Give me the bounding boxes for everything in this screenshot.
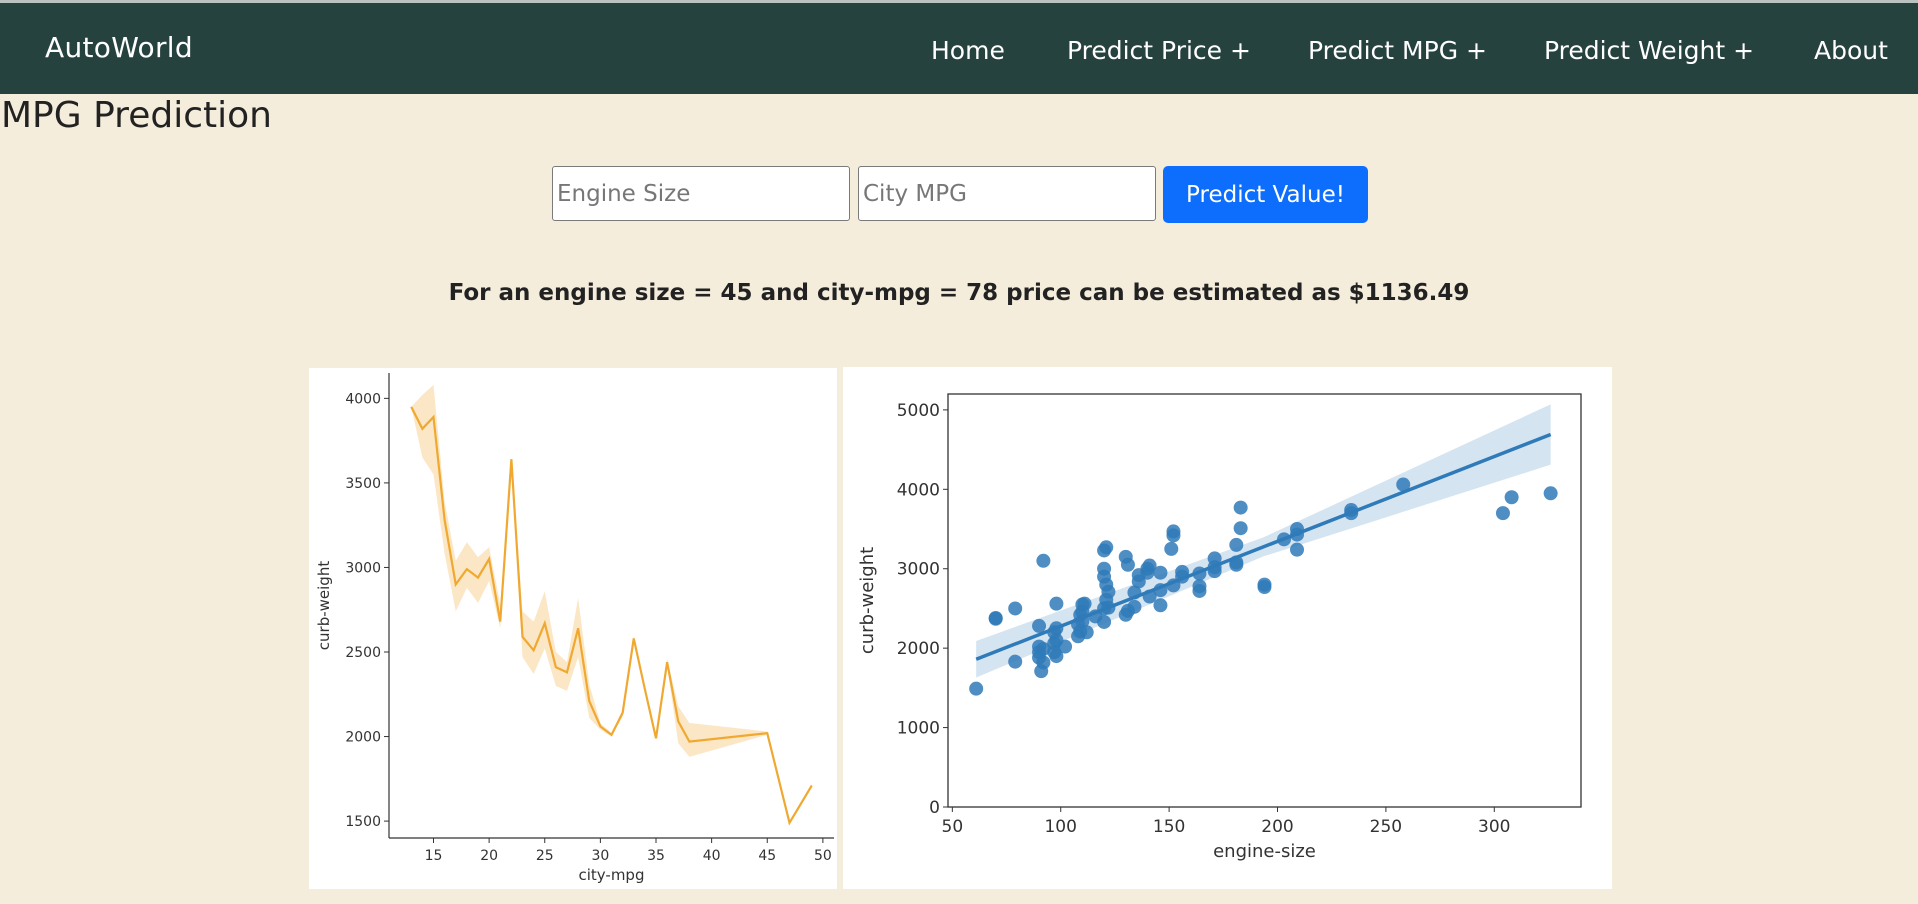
x-tick-label: 50: [942, 817, 964, 837]
y-tick-label: 2500: [345, 645, 381, 661]
scatter-point: [988, 610, 1003, 625]
navbar: AutoWorld Home Predict Price + Predict M…: [0, 0, 1918, 94]
y-axis-label: curb-weight: [857, 547, 878, 654]
y-tick-label: 3000: [897, 560, 940, 580]
scatter-point: [1153, 598, 1168, 613]
scatter-point: [1101, 584, 1116, 599]
scatter-point: [1079, 625, 1094, 640]
scatter-point: [1099, 540, 1114, 555]
x-tick-label: 250: [1370, 817, 1402, 837]
y-tick-label: 2000: [345, 729, 381, 745]
scatter-point: [1192, 579, 1207, 594]
scatter-point: [1543, 486, 1558, 501]
brand-logo[interactable]: AutoWorld: [45, 31, 193, 64]
scatter-point: [1495, 506, 1510, 521]
nav-predict-mpg[interactable]: Predict MPG +: [1308, 36, 1487, 65]
scatter-point: [1077, 596, 1092, 611]
x-tick-label: 20: [480, 848, 498, 864]
scatter-point: [969, 681, 984, 696]
plot-frame: [947, 393, 1582, 808]
nav-predict-weight[interactable]: Predict Weight +: [1544, 36, 1755, 65]
scatter-point: [1164, 541, 1179, 556]
scatter-point: [1049, 596, 1064, 611]
x-tick-label: 200: [1261, 817, 1293, 837]
scatter-point: [1229, 537, 1244, 552]
line-chart-svg: 15 20 25 30 35 40 45 50 1500 2000 2500 3000 3500 4000…: [315, 373, 834, 884]
regression-confidence-band: [976, 404, 1551, 678]
scatter-point: [1058, 639, 1073, 654]
scatter-point: [1008, 601, 1023, 616]
city-mpg-input[interactable]: [858, 166, 1156, 221]
y-tick-label: 3500: [345, 476, 381, 492]
x-tick-label: 300: [1478, 817, 1510, 837]
scatter-point: [1166, 524, 1181, 539]
scatter-point: [1120, 557, 1135, 572]
x-tick-label: 150: [1153, 817, 1185, 837]
x-tick-label: 30: [591, 848, 609, 864]
scatter-point: [1504, 490, 1519, 505]
scatter-point: [1036, 553, 1051, 568]
y-axis-label: curb-weight: [315, 561, 333, 651]
y-tick-label: 4000: [897, 480, 940, 500]
nav-predict-price[interactable]: Predict Price +: [1067, 36, 1251, 65]
scatter-point: [1097, 561, 1112, 576]
x-tick-label: 45: [758, 848, 776, 864]
series-line: [410, 406, 813, 826]
scatter-point: [1142, 558, 1157, 573]
x-tick-label: 40: [703, 848, 721, 864]
x-tick-label: 15: [425, 848, 443, 864]
scatter-point: [1233, 521, 1248, 536]
scatter-point: [1233, 500, 1248, 515]
scatter-point: [1396, 477, 1411, 492]
curb-weight-vs-engine-size-chart: 50 100 150 200 250 300 0 1000 2000 3000 4000 5000 en…: [843, 367, 1612, 889]
nav-about[interactable]: About: [1814, 36, 1888, 65]
engine-size-input[interactable]: [552, 166, 850, 221]
scatter-point: [1153, 565, 1168, 580]
y-tick-label: 3000: [345, 560, 381, 576]
scatter-point: [1049, 649, 1064, 664]
scatter-point: [1032, 618, 1047, 633]
predict-value-button[interactable]: Predict Value!: [1163, 166, 1368, 223]
y-tick-label: 1500: [345, 814, 381, 830]
scatter-point: [1290, 542, 1305, 557]
nav-home[interactable]: Home: [931, 36, 1005, 65]
x-tick-label: 35: [647, 848, 665, 864]
scatter-chart-svg: 50 100 150 200 250 300010002000300040005000en…: [857, 393, 1582, 862]
x-axis-label: city-mpg: [579, 866, 645, 884]
x-tick-label: 25: [536, 848, 554, 864]
scatter-point: [1036, 655, 1051, 670]
scatter-point: [1097, 614, 1112, 629]
scatter-point: [1175, 564, 1190, 579]
y-tick-label: 2000: [897, 639, 940, 659]
y-tick-label: 4000: [345, 391, 381, 407]
y-tick-label: 5000: [897, 401, 940, 421]
prediction-result: For an engine size = 45 and city-mpg = 7…: [448, 280, 1470, 306]
y-tick-label: 0: [929, 798, 940, 818]
scatter-point: [1229, 557, 1244, 572]
confidence-band: [411, 384, 812, 825]
page-title: MPG Prediction: [1, 95, 272, 136]
x-tick-label: 50: [814, 848, 832, 864]
scatter-point: [1207, 551, 1222, 566]
x-tick-label: 100: [1044, 817, 1076, 837]
scatter-point: [1127, 599, 1142, 614]
scatter-point: [1036, 641, 1051, 656]
scatter-point: [1008, 654, 1023, 669]
scatter-point: [1257, 577, 1272, 592]
regression-line: [975, 432, 1552, 661]
y-tick-label: 1000: [897, 719, 940, 739]
x-axis-label: engine-size: [1213, 841, 1316, 862]
curb-weight-vs-city-mpg-chart: 15 20 25 30 35 40 45 50 1500 2000 2500 3000 3500 4000…: [309, 368, 837, 889]
